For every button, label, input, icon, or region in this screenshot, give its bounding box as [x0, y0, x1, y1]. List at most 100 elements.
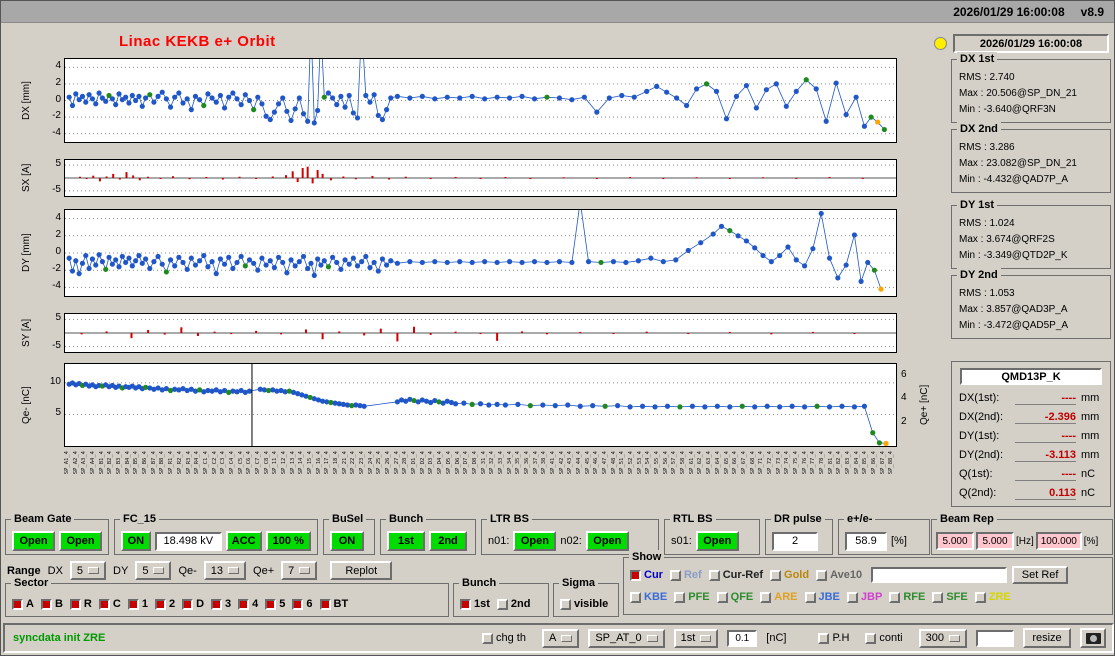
fc15-acc-button[interactable]: ACC	[225, 531, 262, 551]
checkbox-zre[interactable]: ZRE	[974, 591, 1011, 603]
checkbox-visible[interactable]: visible	[560, 598, 608, 610]
checkbox-cur[interactable]: Cur	[630, 569, 663, 581]
beam-gate-open-button-2[interactable]: Open	[59, 531, 102, 551]
bunch-select[interactable]: 1st	[673, 628, 719, 648]
checkbox-4[interactable]: 4	[238, 598, 258, 610]
bpm-label: SP_17_4	[324, 451, 331, 475]
checkbox-d[interactable]: D	[182, 598, 204, 610]
bpm-label: SP_C1_4	[202, 451, 209, 475]
range-qep-select[interactable]: 7	[281, 561, 318, 580]
dr-pulse-field[interactable]: 2	[772, 531, 818, 551]
bpm-name-axis: SP_A1_4 SP_A2_4 SP_A3_4 SP_A4_4 SP_B1_4 SP_B2…	[64, 450, 897, 514]
bpm-label: SP_34_4	[506, 451, 513, 475]
checkbox-qfe[interactable]: QFE	[716, 591, 753, 603]
bpm-label: SP_28_4	[402, 451, 409, 475]
checkbox-ref[interactable]: Ref	[669, 569, 702, 581]
wave-select[interactable]: A	[541, 628, 580, 648]
checkbox-sfe[interactable]: SFE	[932, 591, 968, 603]
fc15-percent-button[interactable]: 100 %	[265, 531, 311, 551]
rtl-bs-label: RTL BS	[670, 512, 716, 526]
threshold-field[interactable]: 0.1	[727, 629, 758, 647]
monitor-row: Q(1st): ---- nC	[959, 468, 1096, 481]
checkbox-indicator	[40, 598, 52, 610]
sx-plot[interactable]	[64, 159, 897, 197]
ref-name-input[interactable]	[871, 567, 1008, 583]
busel-on-button[interactable]: ON	[330, 531, 364, 551]
checkbox-indicator	[630, 569, 641, 581]
sx-axis-label: SX [A]	[21, 163, 32, 193]
ltr-n01-open-button[interactable]: Open	[513, 531, 557, 551]
checkbox-jbe[interactable]: JBE	[804, 591, 840, 603]
snapshot-button[interactable]	[1080, 628, 1106, 648]
checkbox-3[interactable]: 3	[211, 598, 231, 610]
e-ratio-field[interactable]: 58.9	[845, 531, 887, 551]
y-tick: 4	[55, 60, 61, 72]
checkbox-rfe[interactable]: RFE	[889, 591, 925, 603]
checkbox-bt[interactable]: BT	[319, 598, 348, 610]
interval-select[interactable]: 300	[918, 628, 967, 648]
bpm-label: SP_11_4	[272, 451, 279, 475]
sy-plot[interactable]	[64, 313, 897, 353]
checkbox-ave10[interactable]: Ave10	[816, 569, 862, 581]
checkbox-1[interactable]: 1	[127, 598, 148, 610]
checkbox-b[interactable]: B	[40, 598, 63, 610]
dx-axis-label: DX [mm]	[21, 81, 32, 120]
range-qem-select[interactable]: 13	[203, 561, 247, 580]
checkbox-pfe[interactable]: PFE	[674, 591, 710, 603]
checkbox-ph[interactable]: P.H	[818, 632, 849, 644]
checkbox-label: A	[26, 598, 34, 610]
beam-rep-field-3[interactable]: 100.000	[1035, 532, 1082, 550]
checkbox-1st[interactable]: 1st	[460, 598, 490, 610]
checkbox-2[interactable]: 2	[154, 598, 175, 610]
bpm-label: SP_61_4	[688, 451, 695, 475]
checkbox-conti[interactable]: conti	[865, 632, 903, 644]
bpm-label: SP_54_4	[645, 451, 652, 475]
dx-plot[interactable]	[64, 58, 897, 143]
checkbox-kbe[interactable]: KBE	[630, 591, 667, 603]
dropdown-indicator-icon	[153, 567, 165, 574]
ltr-n02-open-button[interactable]: Open	[585, 531, 629, 551]
checkbox-indicator	[69, 598, 81, 610]
checkbox-r[interactable]: R	[69, 598, 92, 610]
checkbox-indicator	[496, 598, 508, 610]
range-dy-select[interactable]: 5	[135, 561, 172, 580]
bpm-label: SP_14_4	[298, 451, 305, 475]
blank-field[interactable]	[976, 629, 1014, 647]
replot-button[interactable]: Replot	[330, 561, 393, 580]
beam-rep-field-1[interactable]: 5.000	[936, 532, 974, 550]
dropdown-indicator-icon	[700, 634, 712, 642]
checkbox-chg-th[interactable]: chg th	[482, 632, 526, 644]
ltr-bs-label: LTR BS	[487, 512, 532, 526]
checkbox-c[interactable]: C	[98, 598, 121, 610]
beam-gate-open-button-1[interactable]: Open	[12, 531, 55, 551]
set-ref-button[interactable]: Set Ref	[1012, 566, 1069, 584]
monitor-select[interactable]: SP_AT_0	[588, 628, 665, 648]
checkbox-jbp[interactable]: JBP	[846, 591, 882, 603]
dy-plot[interactable]	[64, 209, 897, 297]
bpm-label: SP_64_4	[714, 451, 721, 475]
rtl-bs-group: RTL BS s01: Open	[664, 512, 760, 555]
checkbox-2nd[interactable]: 2nd	[496, 598, 530, 610]
resize-button[interactable]: resize	[1023, 628, 1071, 648]
bunch-1st-button[interactable]: 1st	[387, 531, 425, 551]
bpm-label: SP_81_4	[827, 451, 834, 475]
bpm-label: SP_27_4	[393, 451, 400, 475]
ltr-n02-label: n02:	[560, 535, 582, 547]
checkbox-cur-ref[interactable]: Cur-Ref	[708, 569, 763, 581]
qe-plot[interactable]	[64, 363, 897, 447]
bpm-label: SP_D4_4	[437, 451, 444, 475]
rtl-s01-open-button[interactable]: Open	[695, 531, 739, 551]
checkbox-a[interactable]: A	[12, 598, 34, 610]
checkbox-5[interactable]: 5	[265, 598, 285, 610]
checkbox-6[interactable]: 6	[292, 598, 313, 610]
range-dx-select[interactable]: 5	[69, 561, 107, 580]
checkbox-indicator	[770, 569, 782, 581]
bunch-2nd-button[interactable]: 2nd	[429, 531, 467, 551]
checkbox-are[interactable]: ARE	[760, 591, 798, 603]
fc15-on-button[interactable]: ON	[121, 531, 151, 551]
beam-rep-field-2[interactable]: 5.000	[976, 532, 1014, 550]
checkbox-gold[interactable]: Gold	[770, 569, 809, 581]
checkbox-indicator	[292, 598, 304, 610]
monitor-row: DX(2nd): -2.396 mm	[959, 411, 1100, 424]
bpm-label: SP_37_4	[532, 451, 539, 475]
